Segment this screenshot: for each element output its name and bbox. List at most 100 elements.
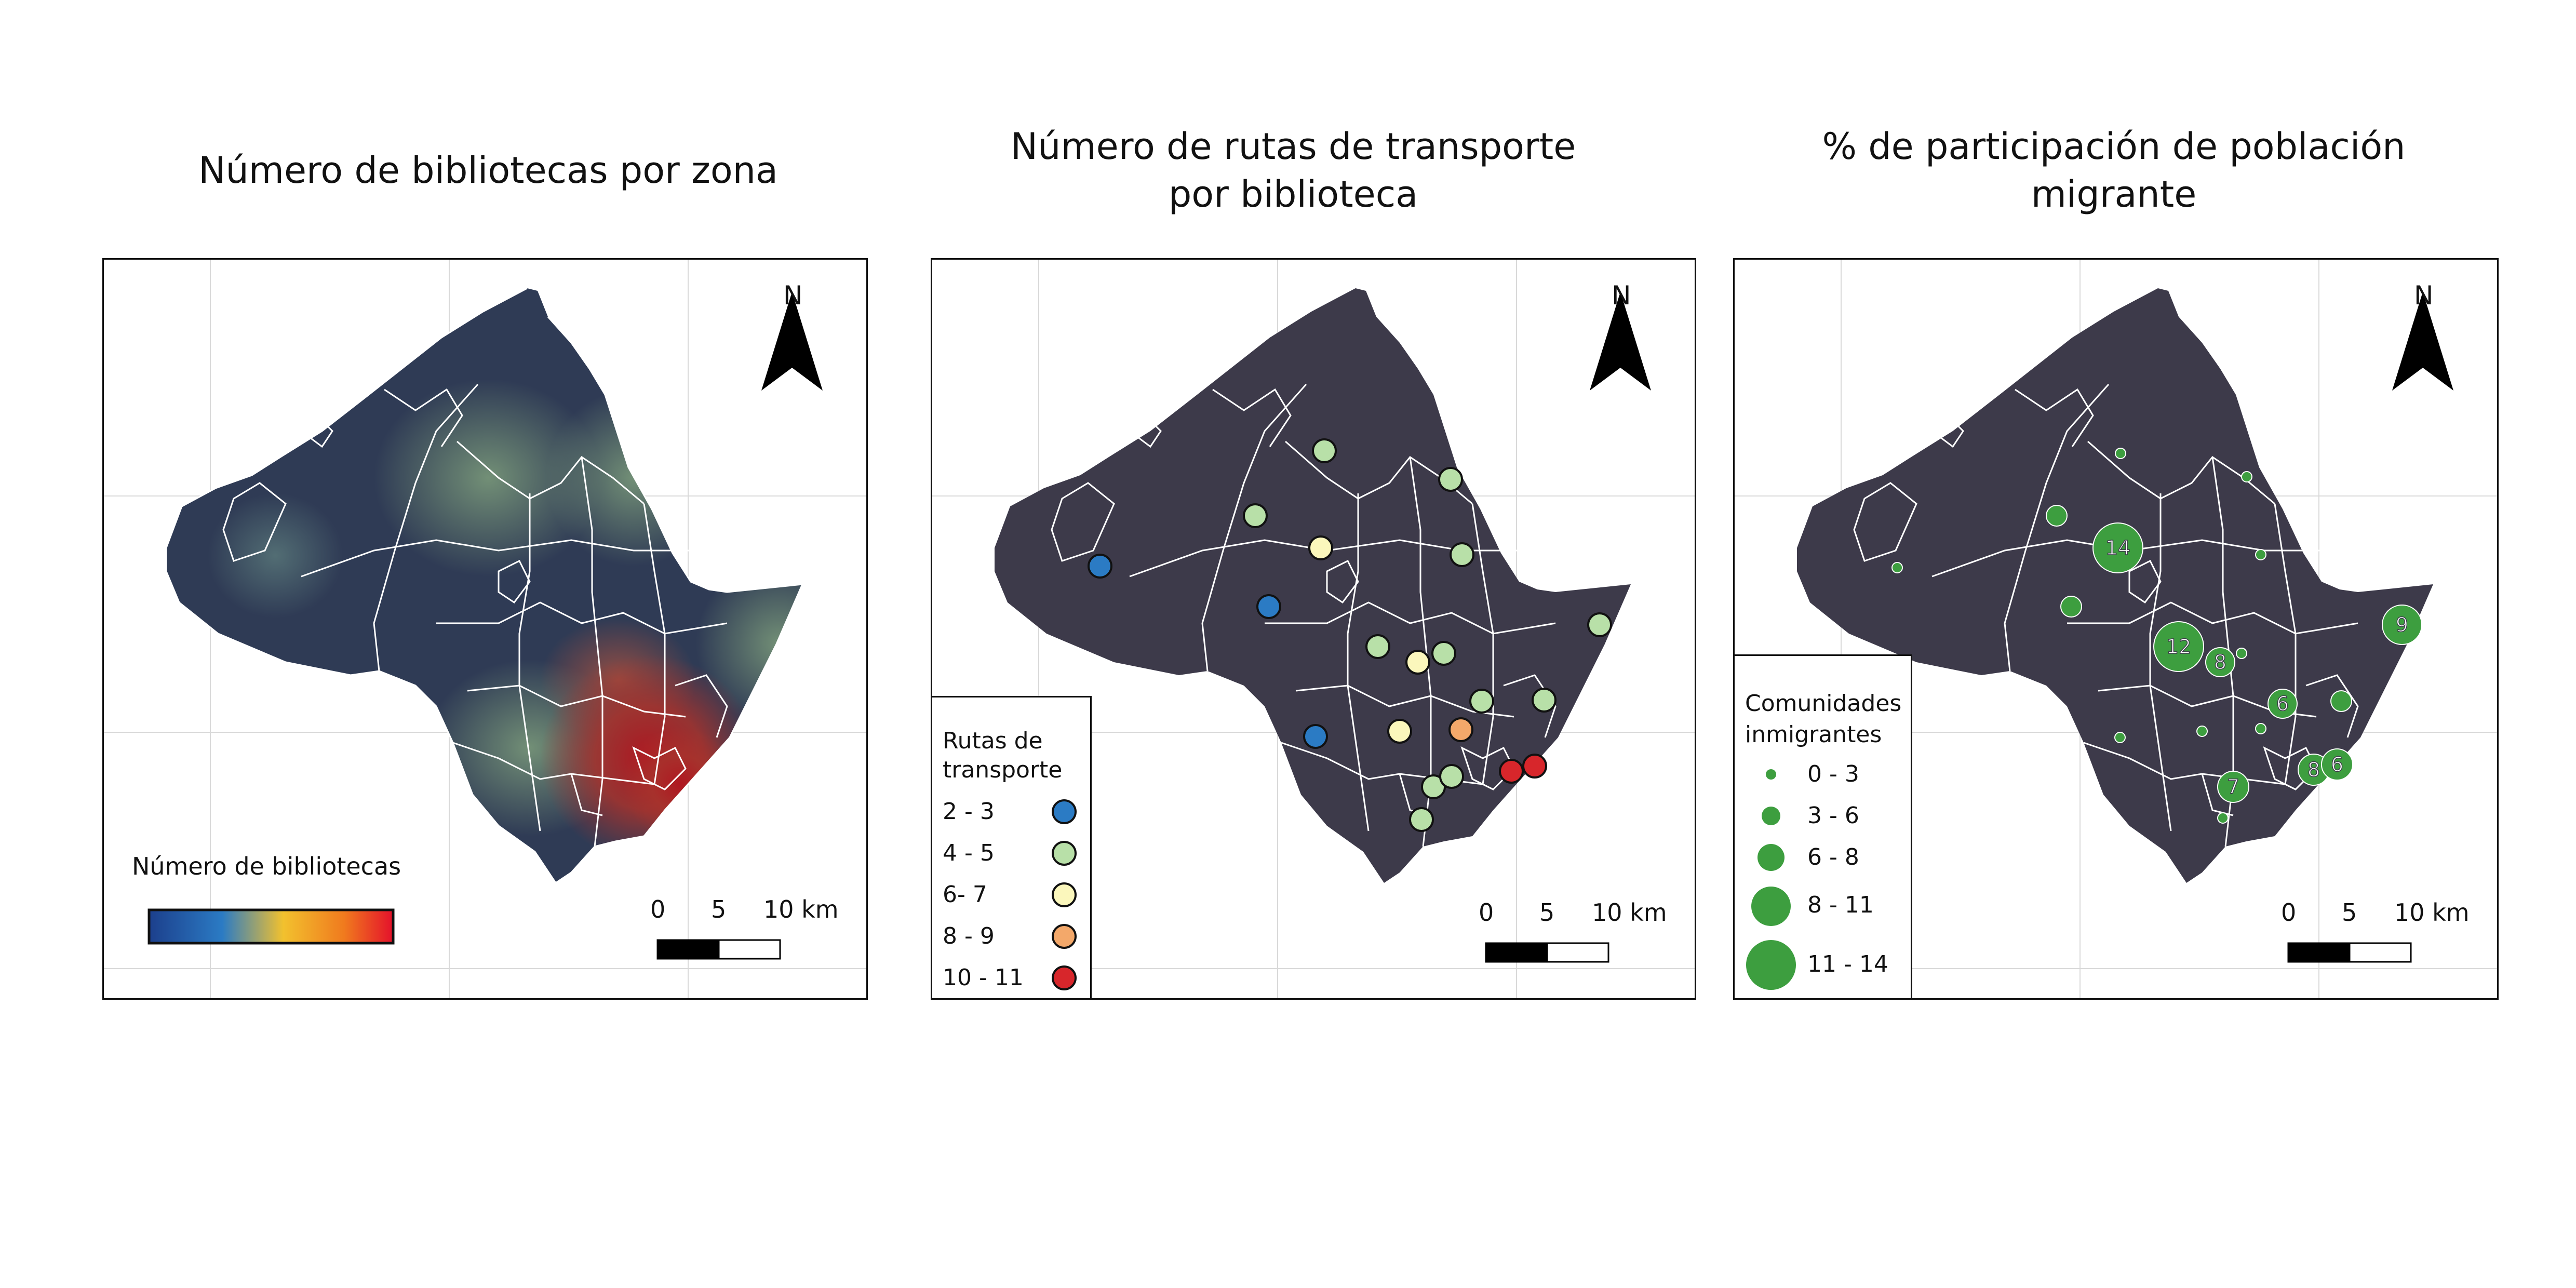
migrant-label: 6 [2276,692,2289,715]
library-point[interactable] [1387,719,1412,744]
panel-3-title: % de participación de población migrante [1822,125,2406,216]
map-panel-libraries[interactable]: Número de bibliotecas N 0 5 10 km [102,258,868,1000]
library-point[interactable] [1448,717,1473,742]
migrant-circle[interactable] [2046,505,2068,527]
scale-label-0: 0 [650,895,666,923]
legend-label-8-9: 8 - 9 [943,923,995,949]
library-point[interactable] [1243,503,1268,528]
legend-label-2-3: 2 - 3 [943,798,995,825]
migrant-circle[interactable] [2115,448,2126,459]
scale-label-0: 0 [2281,898,2297,927]
migrant-label: 14 [2105,536,2130,559]
territory [1797,288,2433,883]
migrant-label: 12 [2166,635,2191,658]
map-panel-migrants[interactable]: 14 12 8 9 6 7 8 6 N 0 5 10 km Comunidade… [1733,258,2499,1000]
scale-label-10km: 10 km [763,895,839,923]
scale-label-10km: 10 km [1592,898,1667,927]
migrant-circle[interactable] [2268,689,2298,719]
legend-swatch-0-3 [1766,769,1776,780]
scale-bar [2287,942,2412,963]
legend-swatch-4-5 [1052,841,1077,866]
map-transport-routes [932,260,1695,998]
migrant-label: 8 [2214,651,2226,674]
transport-legend: Rutas de transporte 2 - 3 4 - 5 6- 7 8 -… [932,696,1092,998]
map-libraries-density [104,260,866,998]
north-label: N [1612,280,1631,311]
map-panel-transport[interactable]: N 0 5 10 km Rutas de transporte 2 - 3 4 … [931,258,1696,1000]
north-label: N [783,280,803,311]
migrant-circle[interactable] [2321,748,2353,781]
library-point[interactable] [1365,634,1390,659]
migrant-circle[interactable] [2205,647,2235,677]
migrant-circle-large[interactable] [2153,621,2204,672]
north-arrow-icon [761,292,823,391]
legend-label-4-5: 4 - 5 [943,840,995,866]
legend-swatch-6-7 [1052,882,1077,907]
library-point[interactable] [1438,467,1463,492]
migrant-legend-title: Comunidades inmigrantes [1745,690,1902,748]
legend-label-0-3: 0 - 3 [1807,761,1859,787]
migrant-circle[interactable] [2255,549,2266,560]
scale-label-0: 0 [1479,898,1494,927]
library-point[interactable] [1469,689,1494,714]
migrant-legend: Comunidades inmigrantes 0 - 3 3 - 6 6 - … [1735,654,1912,998]
legend-swatch-2-3 [1052,799,1077,824]
scale-bar [656,939,781,960]
legend-swatch-8-11 [1751,887,1791,926]
migrant-circle[interactable] [2114,732,2126,743]
legend-label-8-11: 8 - 11 [1807,892,1874,918]
library-point[interactable] [1439,764,1464,789]
migrant-label: 8 [2307,758,2320,781]
panel-2-title: Número de rutas de transporte por biblio… [1010,125,1576,216]
migrant-label: 6 [2331,753,2343,776]
migrant-circle-large[interactable] [2092,522,2143,573]
north-arrow-icon [2392,292,2453,391]
library-point[interactable] [1308,535,1333,560]
library-point[interactable] [1499,759,1524,784]
north-arrow-icon [1590,292,1651,391]
migrant-circle[interactable] [2241,471,2252,482]
library-point[interactable] [1088,554,1112,579]
library-point[interactable] [1431,641,1456,666]
legend-swatch-3-6 [1762,807,1780,825]
library-point[interactable] [1256,594,1281,619]
scale-label-5: 5 [711,895,727,923]
migrant-circle[interactable] [2217,771,2249,803]
library-legend-title: Número de bibliotecas [132,852,401,880]
north-label: N [2414,280,2434,311]
legend-label-10-11: 10 - 11 [943,964,1024,991]
library-point[interactable] [1312,438,1337,463]
migrant-label: 9 [2396,613,2408,636]
legend-swatch-8-9 [1052,924,1077,949]
migrant-circle[interactable] [2196,726,2208,737]
library-points [1088,438,1612,832]
legend-label-11-14: 11 - 14 [1807,951,1888,977]
legend-swatch-6-8 [1757,844,1785,871]
migrant-circle[interactable] [2330,690,2352,712]
migrant-circle[interactable] [2217,812,2229,824]
migrant-circle[interactable] [2382,605,2422,645]
migrant-circle[interactable] [1891,562,1903,573]
transport-legend-title: Rutas de transporte [943,728,1063,783]
scale-bar [1485,942,1609,963]
legend-swatch-10-11 [1052,965,1077,990]
library-point[interactable] [1450,542,1474,567]
library-point[interactable] [1587,612,1612,637]
migrant-circle[interactable] [2236,648,2247,659]
legend-label-6-8: 6 - 8 [1807,844,1859,870]
scale-label-10km: 10 km [2394,898,2470,927]
library-point[interactable] [1405,650,1430,675]
library-point[interactable] [1532,688,1557,713]
library-point[interactable] [1303,724,1328,749]
migrant-circle[interactable] [2060,596,2082,618]
legend-label-6-7: 6- 7 [943,881,987,908]
transport-legend-swatches [1052,799,1077,990]
migrant-circle[interactable] [2255,723,2266,734]
migrant-legend-swatches [1746,769,1796,990]
library-point[interactable] [1522,754,1547,779]
scale-label-5: 5 [2342,898,2357,927]
library-legend-gradient [147,908,395,945]
scale-label-5: 5 [1539,898,1555,927]
library-point[interactable] [1409,807,1434,832]
legend-label-3-6: 3 - 6 [1807,802,1859,829]
